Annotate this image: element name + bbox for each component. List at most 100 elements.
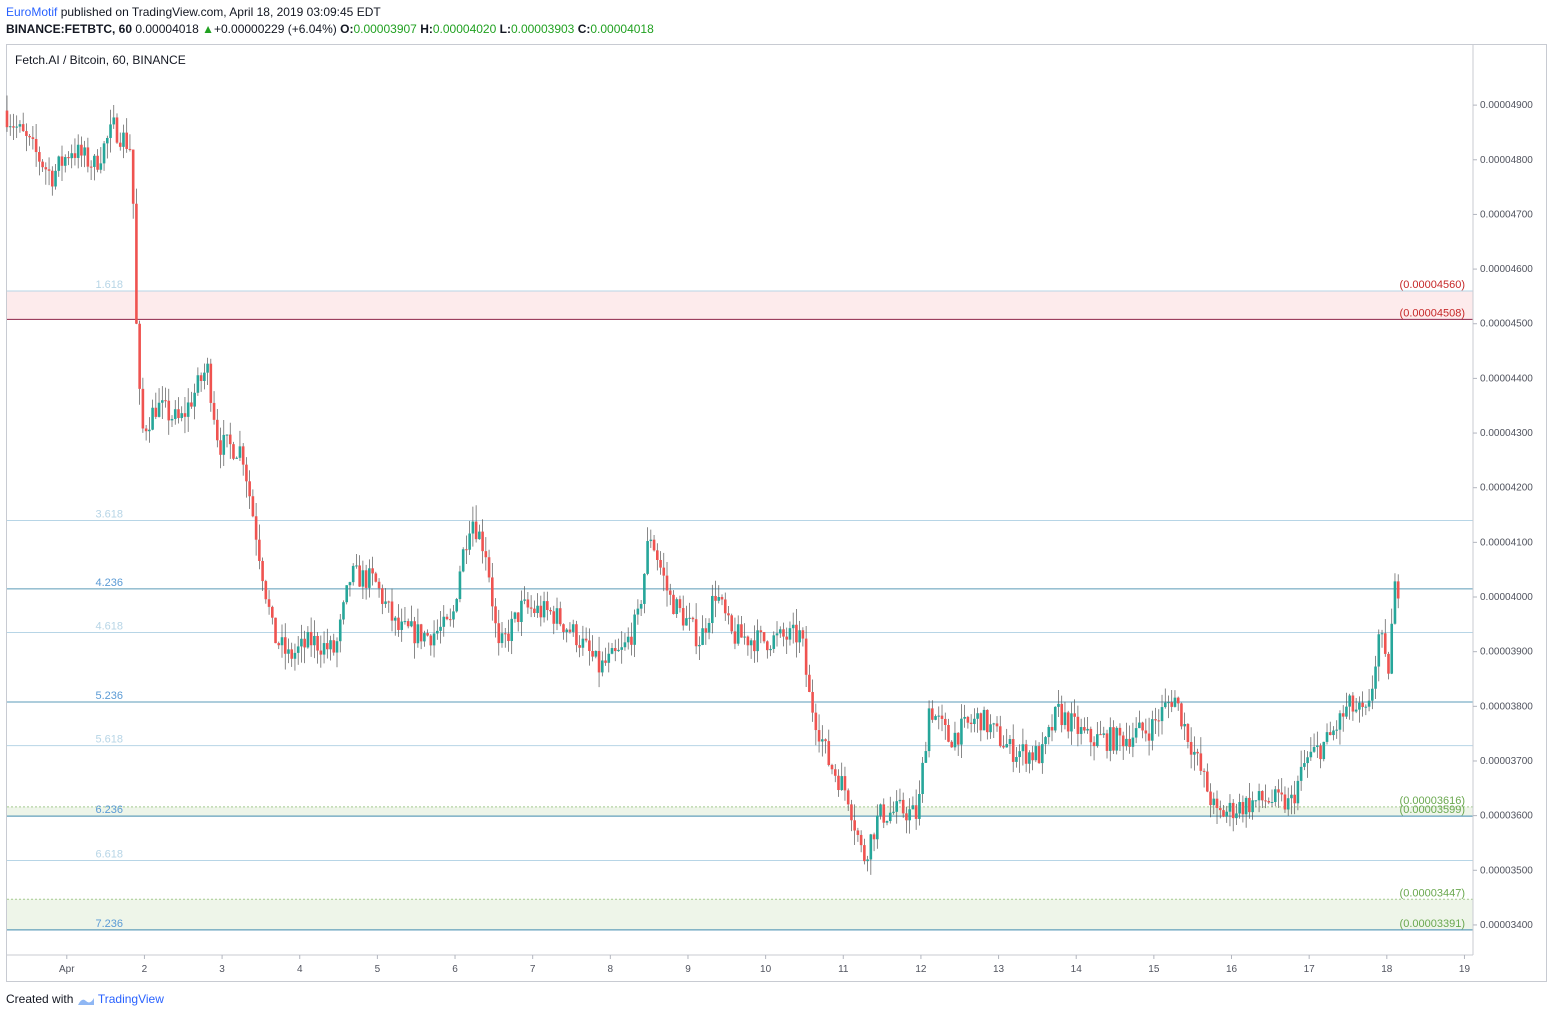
candle-up [707, 622, 711, 633]
time-tick-label: 2 [142, 964, 148, 975]
candle-down [332, 640, 336, 653]
candle-down [232, 444, 235, 459]
price-tick-label: 0.00004000 [1480, 592, 1533, 603]
candle-down [494, 606, 497, 624]
candle-down [568, 629, 572, 632]
candle-down [843, 776, 847, 791]
candle-down [503, 633, 507, 635]
candle-down [808, 674, 811, 692]
time-axis[interactable]: Apr 2 3 4 5 6 7 8 9 10 11 12 13 14 15 16 17 18 19 [7, 954, 1473, 975]
candle-down [914, 805, 918, 819]
candle-down [872, 834, 876, 840]
candle-down [584, 638, 588, 641]
price-tick-label: 0.00004100 [1480, 537, 1533, 548]
candle-down [1199, 753, 1203, 771]
candle-down [665, 575, 669, 591]
candle-down [1189, 741, 1193, 755]
candle-up [338, 619, 342, 642]
candle-up [196, 375, 200, 393]
low-value: 0.00003903 [510, 22, 575, 36]
candle-up [885, 821, 889, 823]
candle-up [1138, 722, 1141, 729]
candle-down [672, 594, 675, 615]
candle-down [759, 630, 763, 633]
candle-up [876, 815, 879, 840]
candle-up [1251, 800, 1254, 813]
candle-down [1186, 724, 1190, 742]
candle-down [1383, 633, 1387, 654]
time-tick-label: 5 [375, 964, 381, 975]
candle-down [319, 650, 323, 655]
candle-down [390, 601, 394, 621]
candle-down [303, 638, 306, 648]
tradingview-brand[interactable]: TradingView [97, 992, 164, 1006]
candle-up [701, 628, 704, 645]
candle-down [283, 637, 287, 654]
candle-up [895, 801, 899, 812]
candle-down [135, 203, 138, 324]
candle-up [927, 708, 931, 752]
candle-up [222, 434, 226, 455]
candle-down [830, 764, 834, 770]
candle-down [34, 138, 38, 153]
candle-up [788, 628, 792, 640]
candle-up [63, 157, 67, 166]
candle-up [756, 630, 759, 652]
price-axis[interactable]: 0.00004900 0.00004800 0.00004700 0.00004600… [1472, 45, 1533, 955]
author-link[interactable]: EuroMotif [6, 5, 58, 19]
candle-up [54, 170, 57, 187]
candle-up [235, 457, 239, 459]
time-tick-label: 13 [993, 964, 1005, 975]
time-tick-label: 12 [915, 964, 927, 975]
candle-up [442, 616, 446, 627]
candle-up [403, 621, 407, 623]
candle-up [581, 638, 585, 648]
candle-up [1225, 811, 1229, 817]
candle-up [1079, 727, 1083, 734]
price-tick-label: 0.00003900 [1480, 647, 1533, 658]
candle-down [73, 153, 77, 158]
price-tick-label: 0.00004600 [1480, 264, 1533, 275]
candle-down [740, 624, 743, 638]
candle-down [1319, 745, 1322, 760]
candle-down [853, 820, 856, 831]
fib-label-1-618: 1.618 [95, 279, 123, 291]
candle-down [526, 599, 530, 608]
candle-down [28, 135, 31, 138]
candle-up [157, 402, 161, 417]
candle-down [652, 539, 656, 551]
candle-up [1047, 726, 1051, 738]
candle-down [901, 799, 905, 814]
close-value: 0.00004018 [590, 22, 654, 36]
price-tick-label: 0.00003700 [1480, 756, 1533, 767]
candle-down [484, 551, 488, 558]
candle-up [93, 155, 96, 167]
price-tick-label: 0.00004800 [1480, 155, 1533, 166]
candle-down [882, 804, 886, 823]
candle-down [1112, 727, 1115, 751]
candle-down [215, 419, 219, 441]
candle-up [180, 413, 184, 419]
candle-up [555, 608, 559, 624]
publish-line: EuroMotif published on TradingView.com, … [6, 4, 654, 21]
time-tick-label: 18 [1381, 964, 1393, 975]
candle-down [154, 407, 158, 417]
candle-up [1167, 702, 1170, 704]
candle-up [1332, 730, 1335, 736]
candle-down [846, 790, 850, 805]
candle-down [164, 400, 167, 402]
candle-down [516, 612, 520, 622]
candle-down [746, 636, 750, 646]
candle-down [552, 611, 556, 624]
candle-up [1160, 707, 1164, 722]
candle-down [588, 640, 591, 651]
candle-up [646, 541, 649, 574]
candle-up [513, 612, 517, 619]
candle-down [1076, 716, 1080, 734]
candle-down [241, 446, 245, 465]
candle-up [83, 147, 86, 156]
candle-up [432, 633, 436, 646]
high-value: 0.00004020 [432, 22, 497, 36]
candle-up [322, 643, 326, 655]
